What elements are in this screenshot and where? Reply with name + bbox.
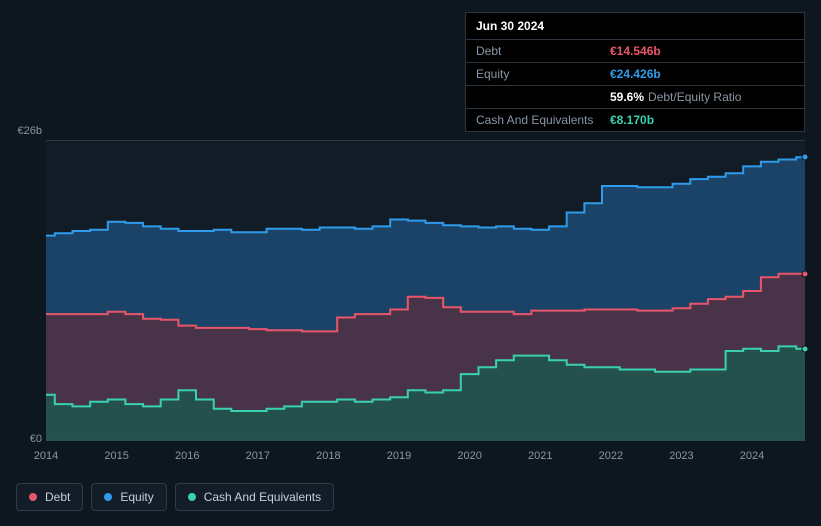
x-tick: 2014 (34, 450, 58, 462)
tooltip-ratio: 59.6% Debt/Equity Ratio (610, 90, 741, 104)
x-axis: 2014201520162017201820192020202120222023… (46, 446, 805, 466)
tooltip-ratio-pct: 59.6% (610, 90, 644, 104)
tooltip-ratio-label: Debt/Equity Ratio (648, 90, 741, 104)
tooltip-row: Debt €14.546b (466, 39, 804, 62)
plot-area (46, 140, 805, 440)
chart-legend: Debt Equity Cash And Equivalents (16, 483, 334, 511)
legend-dot (104, 493, 112, 501)
y-tick-min: €0 (16, 433, 42, 445)
x-tick: 2021 (528, 450, 552, 462)
legend-item-equity[interactable]: Equity (91, 483, 166, 511)
y-tick-max: €26b (16, 125, 42, 137)
tooltip-row-value: €8.170b (610, 113, 654, 127)
x-tick: 2015 (104, 450, 128, 462)
legend-label: Equity (120, 490, 153, 504)
x-tick: 2024 (740, 450, 764, 462)
legend-item-cash-and-equivalents[interactable]: Cash And Equivalents (175, 483, 334, 511)
tooltip-date: Jun 30 2024 (466, 13, 804, 39)
tooltip-row-value: €24.426b (610, 67, 661, 81)
cash-end-marker (802, 345, 809, 352)
x-tick: 2020 (457, 450, 481, 462)
x-tick: 2022 (599, 450, 623, 462)
x-tick: 2023 (669, 450, 693, 462)
debt-end-marker (802, 270, 809, 277)
legend-label: Cash And Equivalents (204, 490, 321, 504)
tooltip-row-label (476, 90, 594, 104)
tooltip-row-label: Equity (476, 67, 594, 81)
x-tick: 2019 (387, 450, 411, 462)
equity-end-marker (802, 154, 809, 161)
legend-dot (188, 493, 196, 501)
tooltip-row-value: €14.546b (610, 44, 661, 58)
tooltip-row: Equity €24.426b (466, 62, 804, 85)
tooltip-row: Cash And Equivalents €8.170b (466, 108, 804, 131)
tooltip-row-label: Cash And Equivalents (476, 113, 594, 127)
legend-label: Debt (45, 490, 70, 504)
tooltip-row-label: Debt (476, 44, 594, 58)
x-tick: 2016 (175, 450, 199, 462)
chart-tooltip: Jun 30 2024 Debt €14.546b Equity €24.426b 59… (465, 12, 805, 132)
tooltip-row: 59.6% Debt/Equity Ratio (466, 85, 804, 108)
x-tick: 2017 (246, 450, 270, 462)
legend-dot (29, 493, 37, 501)
legend-item-debt[interactable]: Debt (16, 483, 83, 511)
x-tick: 2018 (316, 450, 340, 462)
